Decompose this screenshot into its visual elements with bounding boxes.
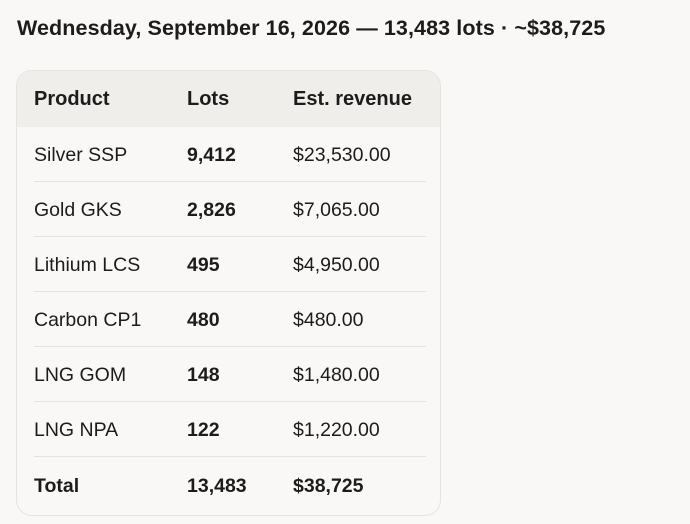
table-row: Silver SSP 9,412 $23,530.00 <box>17 127 440 182</box>
cell-revenue: $7,065.00 <box>293 182 440 237</box>
table-row: Gold GKS 2,826 $7,065.00 <box>17 182 440 237</box>
lots-table-card: Product Lots Est. revenue Silver SSP 9,4… <box>16 70 441 516</box>
cell-product: Carbon CP1 <box>17 292 187 347</box>
cell-revenue: $1,480.00 <box>293 347 440 402</box>
cell-product: LNG NPA <box>17 402 187 457</box>
table-row: LNG GOM 148 $1,480.00 <box>17 347 440 402</box>
cell-revenue: $4,950.00 <box>293 237 440 292</box>
cell-product: LNG GOM <box>17 347 187 402</box>
cell-lots: 2,826 <box>187 182 293 237</box>
column-header-revenue: Est. revenue <box>293 87 412 110</box>
cell-product: Gold GKS <box>17 182 187 237</box>
cell-lots: 9,412 <box>187 127 293 182</box>
cell-lots: 480 <box>187 292 293 347</box>
table-row: Carbon CP1 480 $480.00 <box>17 292 440 347</box>
cell-revenue: $480.00 <box>293 292 440 347</box>
cell-lots: 495 <box>187 237 293 292</box>
cell-product: Lithium LCS <box>17 237 187 292</box>
page-title: Wednesday, September 16, 2026 — 13,483 l… <box>17 16 606 40</box>
table-header-row: Product Lots Est. revenue <box>17 71 440 127</box>
table-row: Lithium LCS 495 $4,950.00 <box>17 237 440 292</box>
cell-product: Silver SSP <box>17 127 187 182</box>
cell-total-lots: 13,483 <box>187 474 247 497</box>
table-row: LNG NPA 122 $1,220.00 <box>17 402 440 457</box>
table-total-row: Total 13,483 $38,725 <box>17 457 440 512</box>
column-header-product: Product <box>34 87 110 110</box>
lots-table: Product Lots Est. revenue Silver SSP 9,4… <box>17 71 440 512</box>
column-header-lots: Lots <box>187 87 230 110</box>
cell-total-label: Total <box>34 474 80 497</box>
cell-lots: 122 <box>187 402 293 457</box>
cell-revenue: $23,530.00 <box>293 127 440 182</box>
cell-lots: 148 <box>187 347 293 402</box>
cell-revenue: $1,220.00 <box>293 402 440 457</box>
cell-total-revenue: $38,725 <box>293 474 364 497</box>
